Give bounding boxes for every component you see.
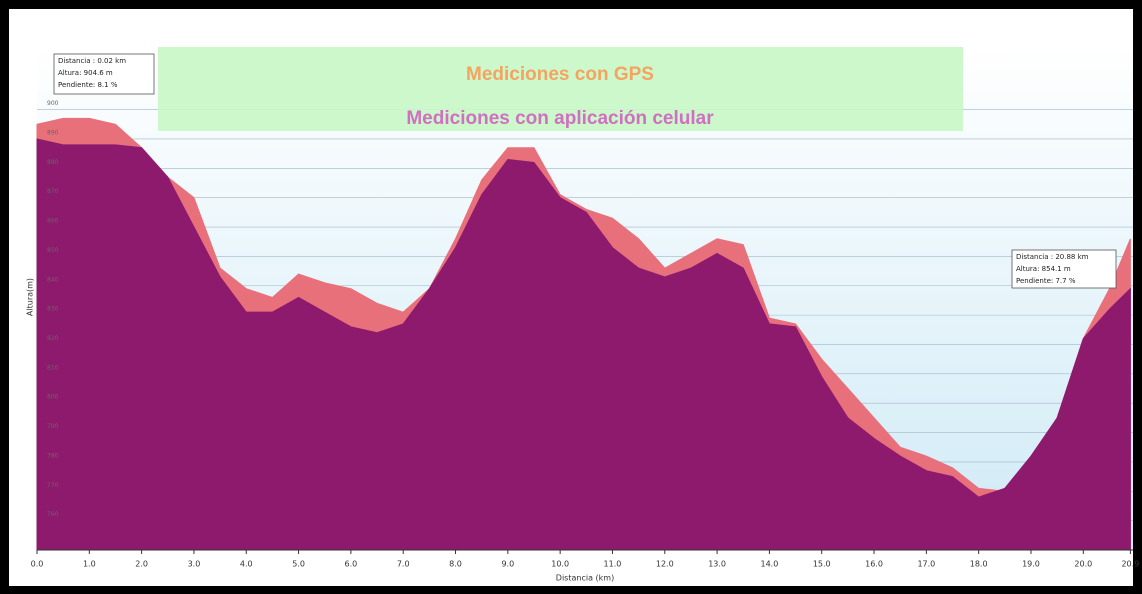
x-tick-label: 6.0: [345, 560, 358, 569]
x-tick-label: 12.0: [656, 560, 674, 569]
x-tick-label: 19.0: [1022, 560, 1040, 569]
legend-box: [158, 47, 963, 131]
y-tick-label: 840: [47, 276, 59, 283]
x-tick-label: 14.0: [761, 560, 779, 569]
x-tick-label: 8.0: [449, 560, 462, 569]
x-tick-label: 18.0: [970, 560, 988, 569]
x-tick-label: 4.0: [240, 560, 253, 569]
tooltip-text: Pendiente: 8.1 %: [58, 81, 118, 89]
y-tick-label: 890: [47, 129, 59, 136]
y-tick-label: 880: [47, 159, 59, 166]
y-tick-label: 770: [47, 482, 59, 489]
y-axis-label: Altura(m): [26, 278, 35, 316]
x-tick-label: 9.0: [501, 560, 514, 569]
y-tick-label: 810: [47, 364, 59, 371]
y-tick-label: 850: [47, 247, 59, 254]
y-tick-label: 800: [47, 394, 59, 401]
x-tick-label: 2.0: [135, 560, 148, 569]
elevation-area: [36, 138, 1131, 551]
x-tick-label: 3.0: [188, 560, 201, 569]
x-tick-label: 7.0: [397, 560, 410, 569]
tooltip-text: Altura: 904.6 m: [58, 69, 113, 77]
x-tick-label: 10.0: [551, 560, 569, 569]
y-tick-label: 780: [47, 452, 59, 459]
y-tick-label: 830: [47, 306, 59, 313]
y-tick-label: 820: [47, 335, 59, 342]
y-tick-label: 900: [47, 100, 59, 107]
tooltip-text: Distancia : 0.02 km: [58, 57, 126, 65]
x-tick-label: 17.0: [917, 560, 935, 569]
tooltip-text: Pendiente: 7.7 %: [1016, 277, 1076, 285]
y-tick-label: 860: [47, 218, 59, 225]
y-tick-label: 760: [47, 511, 59, 518]
x-tick-label: 5.0: [292, 560, 305, 569]
tooltip-text: Distancia : 20.88 km: [1016, 253, 1089, 261]
tooltip-text: Altura: 854.1 m: [1016, 265, 1071, 273]
y-tick-label: 870: [47, 188, 59, 195]
x-tick-label: 11.0: [604, 560, 622, 569]
x-tick-label: 15.0: [813, 560, 831, 569]
y-tick-label: 790: [47, 423, 59, 430]
x-tick-label: 0.0: [31, 560, 44, 569]
tooltip: [1011, 249, 1117, 289]
x-tick-label: 20.9: [1121, 560, 1139, 569]
x-tick-label: 1.0: [83, 560, 96, 569]
x-tick-label: 16.0: [865, 560, 883, 569]
legend-entry: Mediciones con aplicación celular: [406, 108, 714, 129]
x-tick-label: 20.0: [1074, 560, 1092, 569]
legend-entry: Mediciones con GPS: [466, 64, 654, 85]
x-axis-label: Distancia (km): [556, 574, 614, 583]
tooltip: [53, 53, 155, 95]
x-tick-label: 13.0: [708, 560, 726, 569]
